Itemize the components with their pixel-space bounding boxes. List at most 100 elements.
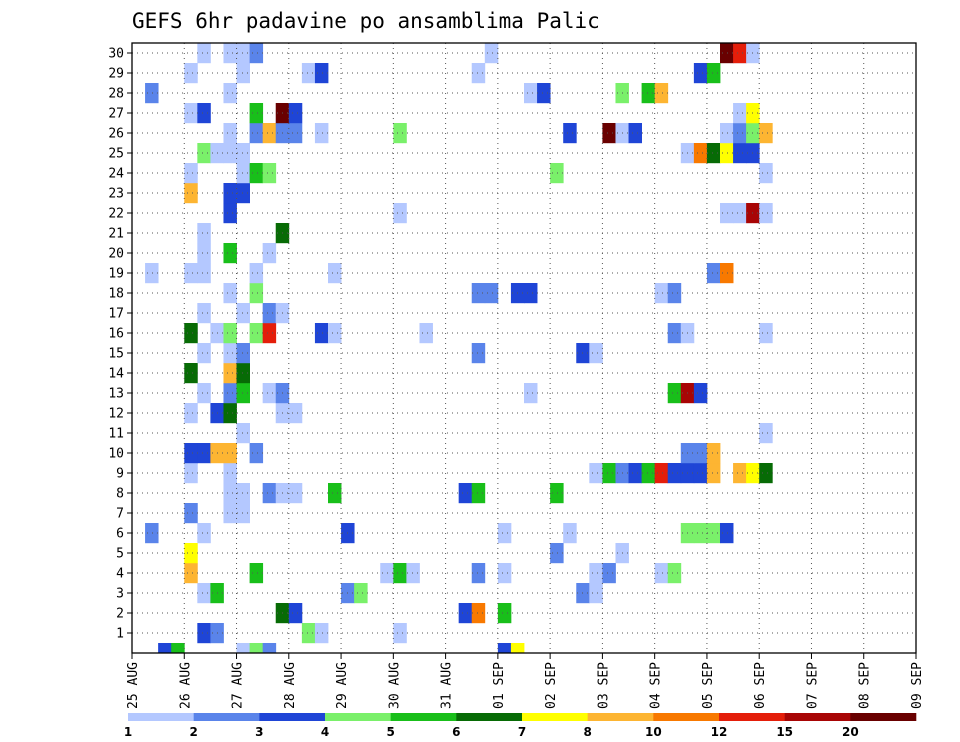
x-tick-label: 31 AUG xyxy=(440,662,455,709)
y-tick-label: 11 xyxy=(108,427,124,442)
x-axis-ticks: 25 AUG 26 AUG 27 AUG 28 AUG 29 AUG 30 AUG 31 A… xyxy=(126,653,925,709)
heatmap-cell xyxy=(654,463,669,484)
heatmap-cell xyxy=(184,63,198,84)
y-tick-label: 14 xyxy=(108,367,124,382)
y-tick-label: 2 xyxy=(116,607,124,622)
heatmap-cell xyxy=(236,363,250,384)
heatmap-cell xyxy=(184,163,198,184)
y-tick-label: 3 xyxy=(116,587,124,602)
heatmap-cell xyxy=(706,143,721,164)
legend-label: 1 xyxy=(124,725,132,739)
heatmap-cell xyxy=(720,263,734,284)
heatmap-cell xyxy=(471,483,486,504)
heatmap-cell xyxy=(223,463,237,484)
heatmap-cell xyxy=(236,43,250,64)
heatmap-cell xyxy=(720,203,734,224)
heatmap-cell xyxy=(249,563,264,584)
legend-swatch xyxy=(587,713,654,721)
heatmap-cell xyxy=(693,143,708,164)
heatmap-cell xyxy=(197,383,211,404)
x-tick-label: 08 SEP xyxy=(858,662,873,709)
heatmap-cell xyxy=(184,503,198,524)
legend-swatch xyxy=(719,713,785,721)
heatmap-cell xyxy=(733,143,747,164)
x-tick-label: 03 SEP xyxy=(596,662,611,709)
heatmap-cell xyxy=(667,283,682,304)
color-legend: 1 2 3 4 5 6 7 8 10 12 15 20 xyxy=(124,713,917,739)
heatmap-cell xyxy=(236,423,250,444)
heatmap-cell xyxy=(471,283,486,304)
y-tick-label: 27 xyxy=(108,107,124,122)
heatmap-cell xyxy=(550,543,564,564)
heatmap-cell xyxy=(393,123,407,144)
heatmap-cell xyxy=(197,103,211,124)
x-tick-label: 28 AUG xyxy=(283,662,298,709)
heatmap-cell xyxy=(693,463,708,484)
heatmap-cell xyxy=(563,123,577,144)
heatmap-cell xyxy=(628,463,642,484)
heatmap-cell xyxy=(471,603,486,624)
heatmap-cell xyxy=(524,383,538,404)
heatmap-cell xyxy=(314,63,329,84)
heatmap-cell xyxy=(262,243,277,264)
heatmap-cell xyxy=(706,523,721,544)
legend-label: 15 xyxy=(776,725,793,739)
legend-label: 4 xyxy=(321,725,329,739)
heatmap-cell xyxy=(641,83,656,104)
heatmap-cell xyxy=(667,463,682,484)
heatmap-cell xyxy=(759,423,773,444)
heatmap-cell xyxy=(171,643,185,654)
legend-label: 5 xyxy=(386,725,394,739)
heatmap-cell xyxy=(262,123,277,144)
heatmap-cell xyxy=(184,263,198,284)
heatmap-cell xyxy=(197,243,211,264)
heatmap-cell xyxy=(524,283,538,304)
heatmap-cell xyxy=(393,203,407,224)
heatmap-cell xyxy=(314,123,329,144)
legend-label: 20 xyxy=(842,725,859,739)
legend-label: 3 xyxy=(255,725,263,739)
plot-frame xyxy=(131,42,917,654)
heatmap-cell xyxy=(589,463,603,484)
heatmap-cell xyxy=(249,163,264,184)
heatmap-cell xyxy=(733,123,747,144)
heatmap-cell xyxy=(236,63,250,84)
legend-swatch xyxy=(128,713,194,721)
heatmap-cell xyxy=(184,103,198,124)
heatmap-cell xyxy=(510,643,525,654)
legend-swatch xyxy=(456,713,523,721)
heatmap-cell xyxy=(236,343,250,364)
heatmap-cell xyxy=(563,523,577,544)
heatmap-cell xyxy=(288,103,303,124)
x-tick-label: 30 AUG xyxy=(387,662,402,709)
heatmap-cell xyxy=(484,283,499,304)
heatmap-cell xyxy=(458,603,473,624)
heatmap-cell xyxy=(759,463,773,484)
heatmap-cell xyxy=(733,203,747,224)
heatmap-cell xyxy=(693,523,708,544)
x-tick-label: 04 SEP xyxy=(649,662,664,709)
heatmap-cell xyxy=(262,483,277,504)
heatmap-cell xyxy=(484,43,499,64)
heatmap-cell xyxy=(328,263,342,284)
heatmap-cell xyxy=(236,143,250,164)
heatmap-cell xyxy=(184,183,198,204)
heatmap-cell xyxy=(693,443,708,464)
legend-swatch xyxy=(390,713,457,721)
heatmap-cell xyxy=(288,123,303,144)
x-tick-label: 09 SEP xyxy=(910,662,925,709)
heatmap-cell xyxy=(184,323,198,344)
heatmap-cell xyxy=(497,523,512,544)
heatmap-cell xyxy=(236,483,250,504)
heatmap-cell xyxy=(733,103,747,124)
x-tick-label: 25 AUG xyxy=(126,662,141,709)
heatmap-cell xyxy=(197,443,211,464)
heatmap-cell xyxy=(158,643,172,654)
heatmap-cell xyxy=(759,163,773,184)
heatmap-cell xyxy=(641,463,656,484)
legend-swatch xyxy=(325,713,391,721)
heatmap-cell xyxy=(249,123,264,144)
y-tick-label: 6 xyxy=(116,527,124,542)
heatmap-cell xyxy=(197,523,211,544)
y-tick-label: 9 xyxy=(116,467,124,482)
